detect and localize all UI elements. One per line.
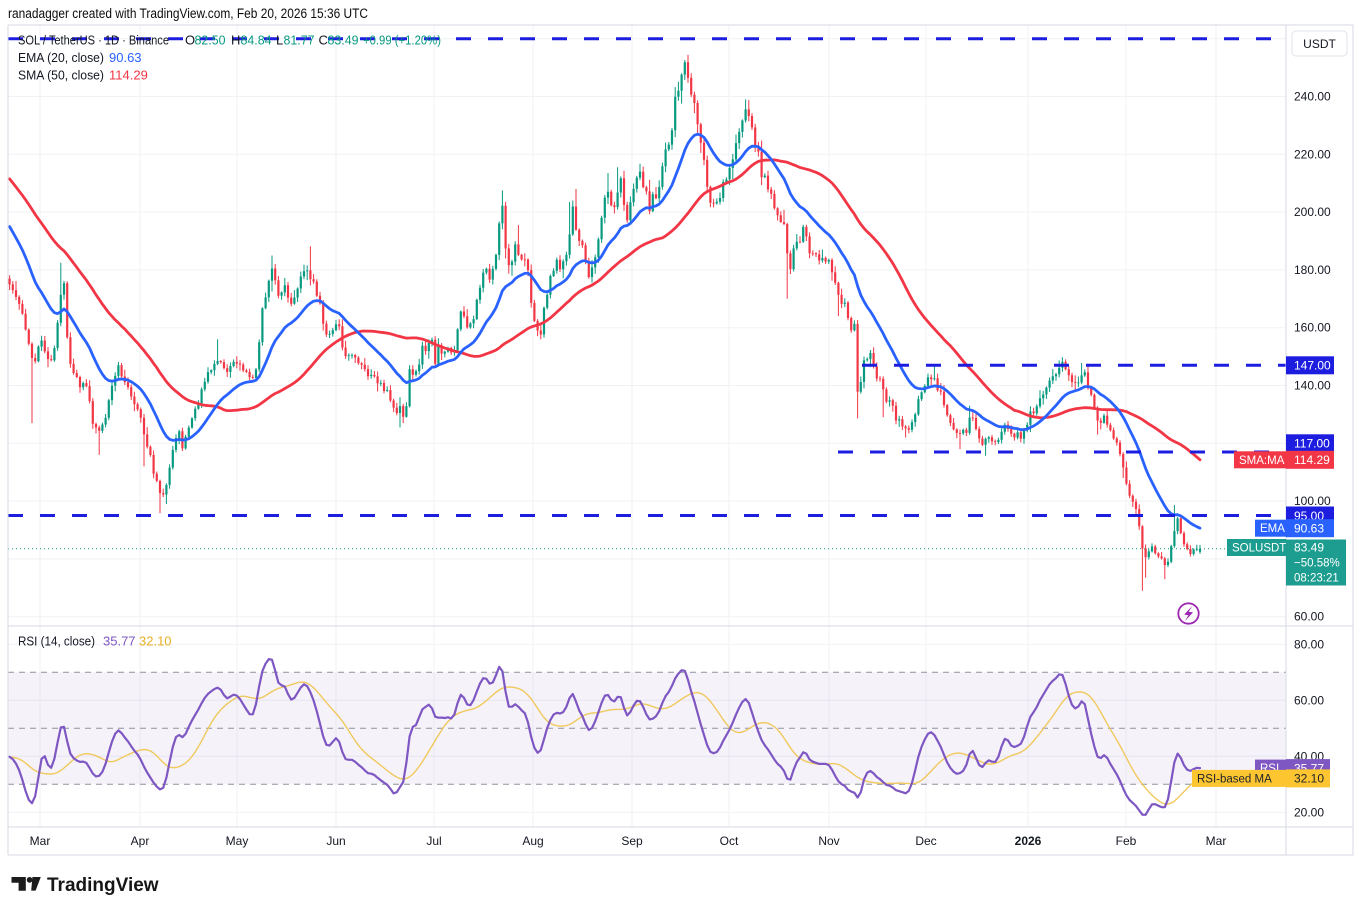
svg-text:60.00: 60.00 (1294, 610, 1324, 624)
svg-text:SOL / TetherUS · 1D · Binance: SOL / TetherUS · 1D · Binance (18, 33, 169, 48)
svg-text:114.29: 114.29 (109, 68, 148, 83)
svg-text:160.00: 160.00 (1294, 321, 1331, 335)
svg-text:90.63: 90.63 (1294, 521, 1324, 535)
svg-text:RSI-based MA: RSI-based MA (1197, 773, 1272, 785)
svg-text:TradingView: TradingView (47, 875, 159, 896)
svg-text:Dec: Dec (915, 834, 936, 848)
svg-text:140.00: 140.00 (1294, 379, 1331, 393)
svg-text:ranadagger created with Tradin: ranadagger created with TradingView.com,… (8, 6, 368, 21)
svg-text:L: L (276, 33, 283, 48)
svg-text:180.00: 180.00 (1294, 263, 1331, 277)
svg-text:C: C (319, 33, 328, 48)
svg-text:USDT: USDT (1303, 37, 1336, 51)
svg-text:O: O (185, 33, 195, 48)
svg-text:82.50: 82.50 (195, 33, 226, 48)
svg-text:83.49: 83.49 (1294, 541, 1324, 555)
svg-text:240.00: 240.00 (1294, 90, 1331, 104)
svg-text:May: May (226, 834, 249, 848)
svg-text:SMA (50, close): SMA (50, close) (18, 68, 104, 83)
svg-text:Nov: Nov (818, 834, 839, 848)
svg-text:SMA:MA: SMA:MA (1239, 455, 1285, 467)
svg-text:−50.58%: −50.58% (1294, 558, 1340, 570)
svg-text:83.49: 83.49 (328, 33, 359, 48)
svg-text:+0.99 (+1.20%): +0.99 (+1.20%) (363, 33, 441, 48)
svg-text:RSI (14, close): RSI (14, close) (18, 634, 95, 649)
svg-text:Mar: Mar (30, 834, 51, 848)
svg-text:100.00: 100.00 (1294, 494, 1331, 508)
svg-text:08:23:21: 08:23:21 (1294, 573, 1339, 585)
svg-text:EMA: EMA (1260, 523, 1285, 535)
svg-text:80.00: 80.00 (1294, 637, 1324, 651)
svg-text:Feb: Feb (1116, 834, 1137, 848)
svg-text:81.77: 81.77 (284, 33, 315, 48)
svg-text:20.00: 20.00 (1294, 805, 1324, 819)
svg-text:117.00: 117.00 (1294, 437, 1330, 451)
svg-text:32.10: 32.10 (139, 634, 172, 649)
svg-text:Aug: Aug (522, 834, 543, 848)
svg-text:90.63: 90.63 (109, 50, 142, 65)
svg-text:EMA (20, close): EMA (20, close) (18, 50, 104, 65)
svg-text:Jun: Jun (326, 834, 345, 848)
svg-text:Jul: Jul (426, 834, 441, 848)
svg-text:2026: 2026 (1015, 834, 1042, 848)
svg-text:60.00: 60.00 (1294, 693, 1324, 707)
svg-text:114.29: 114.29 (1294, 453, 1330, 467)
svg-text:Mar: Mar (1206, 834, 1227, 848)
svg-text:SOLUSDT: SOLUSDT (1232, 543, 1286, 555)
svg-text:35.77: 35.77 (103, 634, 136, 649)
svg-text:200.00: 200.00 (1294, 205, 1331, 219)
svg-text:Apr: Apr (131, 834, 150, 848)
svg-text:84.84: 84.84 (241, 33, 272, 48)
svg-text:220.00: 220.00 (1294, 147, 1331, 161)
svg-text:H: H (231, 33, 240, 48)
svg-text:Oct: Oct (720, 834, 739, 848)
svg-text:32.10: 32.10 (1294, 772, 1324, 786)
svg-text:Sep: Sep (621, 834, 643, 848)
svg-text:147.00: 147.00 (1294, 359, 1331, 373)
